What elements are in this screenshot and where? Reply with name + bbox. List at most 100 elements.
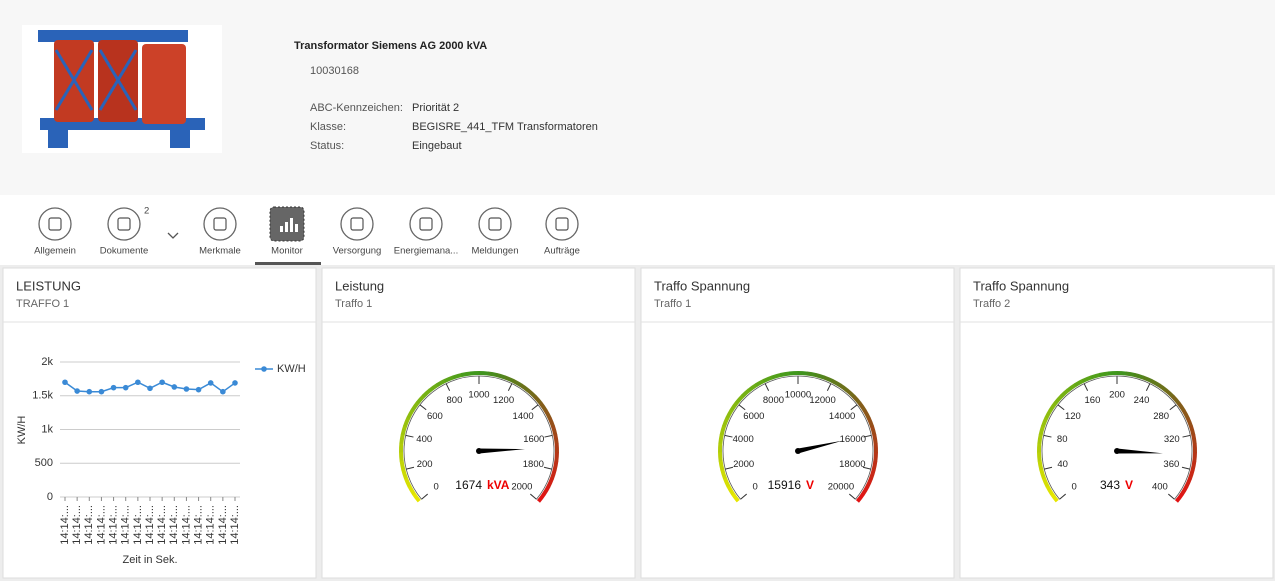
tab-icon	[38, 207, 72, 241]
gauge-value: 15916	[768, 478, 802, 492]
icon-glyph	[285, 222, 288, 232]
gauge-band	[551, 425, 558, 436]
point	[122, 384, 129, 391]
tab-icon	[203, 207, 237, 241]
card	[321, 267, 636, 579]
tab-label: Meldungen	[471, 246, 518, 257]
x-tick-label: 14:14:...	[59, 505, 71, 545]
icon-glyph	[488, 217, 502, 231]
gauge-band	[869, 469, 876, 480]
gauge-tick	[530, 493, 537, 500]
field-label: ABC-Kennzeichen:	[310, 102, 403, 114]
gauge-unit: V	[1125, 478, 1133, 492]
gauge-band	[1039, 468, 1046, 480]
gauge-band	[452, 372, 463, 380]
point	[195, 386, 202, 393]
y-tick-label: 500	[35, 457, 53, 469]
field-value: Eingebaut	[412, 140, 462, 152]
field-label: Klasse:	[310, 121, 346, 133]
gauge-tick-label: 1200	[493, 395, 514, 406]
gauge-band	[536, 492, 546, 503]
tabbar-bg	[0, 195, 1275, 265]
gauge-unit: V	[806, 478, 814, 492]
tab[interactable]: Versorgung	[333, 207, 382, 257]
gauge-tick-label: 16000	[840, 434, 866, 445]
gauge-band	[1134, 373, 1145, 380]
gauge-tick-label: 6000	[743, 411, 764, 422]
gauge-tick-label: 8000	[763, 395, 784, 406]
gauge-tick-label: 600	[427, 411, 443, 422]
point	[74, 388, 80, 394]
tab-label: Allgemein	[34, 246, 76, 257]
gauge-band	[855, 492, 865, 503]
gauge-tick	[419, 404, 427, 411]
y-tick-label: 1.5k	[32, 390, 53, 402]
gauge-band	[399, 460, 406, 471]
gauge-hub	[795, 448, 801, 454]
gauge-band	[478, 371, 489, 376]
tab-label: Energiemana...	[394, 246, 458, 257]
tab[interactable]: Aufträge	[544, 207, 580, 257]
gauge-band	[815, 373, 826, 380]
gauge-tick-label: 280	[1153, 411, 1169, 422]
card-subtitle: Traffo 1	[654, 298, 691, 310]
icon-glyph	[295, 224, 298, 232]
icon-glyph	[350, 217, 364, 231]
gauge-tick-label: 120	[1065, 411, 1081, 422]
gauge-tick	[1145, 383, 1151, 391]
overflow-chevron[interactable]	[167, 232, 179, 239]
gauge-band	[461, 371, 471, 377]
gauge-band	[771, 372, 782, 380]
point	[135, 379, 141, 386]
point	[207, 380, 214, 386]
gauge-tick	[863, 434, 872, 438]
gauge-tick	[421, 493, 428, 500]
gauge-band	[1090, 372, 1101, 380]
gauge-tick-label: 20000	[828, 482, 854, 493]
tab-icon	[478, 207, 512, 241]
gauge-tick	[724, 434, 733, 438]
gauge-tick-label: 14000	[829, 411, 855, 422]
gauge-tick-label: 4000	[733, 434, 754, 445]
x-tick-label: 14:14:...	[107, 505, 119, 545]
gauge-tick-label: 1600	[523, 434, 544, 445]
tab[interactable]: Monitor	[255, 206, 321, 265]
field-value: Priorität 2	[412, 102, 459, 114]
gauge-tick-label: 360	[1163, 459, 1179, 470]
gauge-tick	[764, 383, 770, 391]
gauge-band	[1189, 425, 1196, 436]
point	[86, 388, 93, 395]
card-subtitle: Traffo 1	[335, 298, 372, 310]
point	[183, 386, 190, 392]
tab[interactable]: Meldungen	[471, 207, 519, 257]
gauge-needle	[1116, 448, 1163, 454]
point	[98, 388, 105, 395]
gauge-band	[553, 434, 559, 445]
tab[interactable]: Energiemana...	[394, 207, 458, 257]
icon-glyph	[419, 217, 433, 231]
gauge-tick	[1057, 404, 1065, 411]
legend-swatch	[261, 366, 267, 372]
gauge-band	[1037, 460, 1044, 471]
tab[interactable]: Merkmale	[199, 207, 241, 257]
gauge-band	[496, 373, 507, 380]
gauge-tick	[738, 404, 746, 411]
gauge-rim	[1041, 375, 1193, 500]
tab[interactable]: Allgemein	[34, 207, 76, 257]
gauge-band	[1037, 433, 1043, 444]
gauge-tick	[849, 493, 856, 500]
gauge-tick-label: 0	[752, 482, 757, 493]
icon-glyph	[213, 217, 227, 231]
x-tick-label: 14:14:...	[217, 505, 229, 545]
x-tick-label: 14:14:...	[156, 505, 168, 545]
gauge-tick	[1083, 383, 1089, 391]
gauge-band	[552, 460, 559, 471]
tab[interactable]: Dokumente 2	[100, 206, 150, 257]
icon-glyph	[48, 217, 62, 231]
x-tick-label: 14:14:...	[192, 505, 204, 545]
field-value: BEGISRE_441_TFM Transformatoren	[412, 121, 598, 133]
x-tick-label: 14:14:...	[180, 505, 192, 545]
gauge-tick-label: 1400	[513, 411, 534, 422]
